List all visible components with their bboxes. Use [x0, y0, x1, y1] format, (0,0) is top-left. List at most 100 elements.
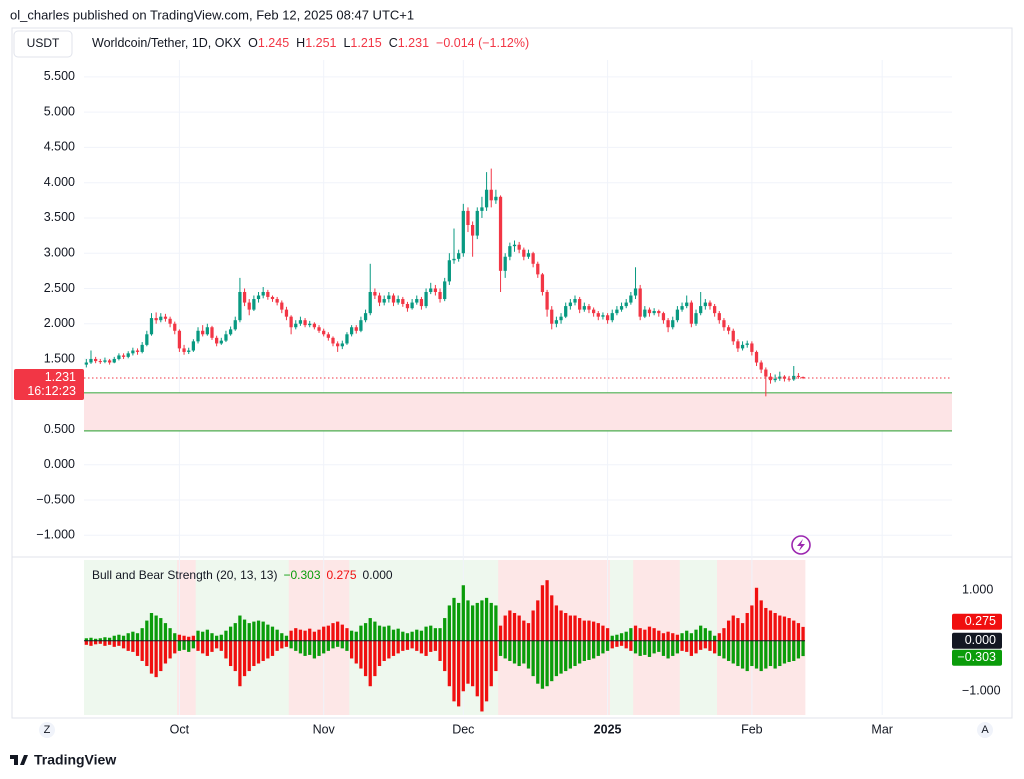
down-bar: [740, 640, 745, 669]
candle-body: [512, 244, 517, 247]
down-bar: [475, 640, 479, 697]
candle-body: [522, 249, 526, 257]
up-bar: [447, 605, 451, 641]
down-bar: [703, 640, 707, 649]
c-letter: C: [389, 36, 398, 50]
candle-body: [219, 340, 223, 344]
up-bar: [149, 613, 154, 641]
up-bar: [726, 620, 731, 641]
up-bar: [759, 600, 763, 641]
up-bar: [242, 619, 247, 641]
down-bar: [322, 640, 326, 654]
down-bar: [750, 640, 754, 667]
candle-body: [89, 358, 93, 363]
down-bar: [135, 640, 140, 656]
up-bar: [382, 626, 386, 641]
change: −0.014 (−1.12%): [436, 36, 529, 50]
down-bar: [722, 640, 726, 659]
a-button[interactable]: [977, 722, 993, 738]
candle-body: [308, 323, 312, 326]
up-bar: [526, 623, 531, 641]
candle-body: [107, 360, 112, 363]
down-bar: [545, 640, 549, 687]
candle-body: [270, 296, 275, 300]
down-bar: [149, 640, 154, 674]
up-bar: [675, 634, 680, 641]
down-bar: [713, 640, 717, 654]
value-badge-label: 0.275: [965, 614, 996, 628]
candle-body: [238, 291, 242, 321]
candle-body: [210, 327, 214, 338]
up-bar: [703, 628, 707, 641]
y-tick-label: 5.000: [44, 104, 75, 118]
down-bar: [498, 640, 503, 656]
candle-body: [405, 303, 410, 309]
up-bar: [210, 633, 214, 641]
down-bar: [284, 640, 289, 647]
up-bar: [461, 585, 465, 641]
regime-band: [498, 560, 610, 715]
candle-body: [564, 306, 568, 317]
down-bar: [405, 640, 410, 650]
up-bar: [666, 631, 670, 641]
up-bar: [187, 636, 191, 641]
up-bar: [117, 634, 121, 641]
down-bar: [429, 640, 433, 652]
candle-body: [187, 350, 191, 352]
down-bar: [196, 640, 200, 651]
candle-body: [722, 320, 726, 328]
down-bar: [275, 640, 279, 651]
candle-body: [568, 302, 572, 307]
y-tick-label: 2.000: [44, 316, 75, 330]
candle-body: [517, 244, 521, 250]
down-bar: [447, 640, 451, 687]
down-bar: [349, 640, 354, 659]
l-value: 1.215: [350, 36, 381, 50]
currency-label: USDT: [27, 36, 60, 50]
candle-body: [452, 258, 456, 261]
up-bar: [633, 625, 638, 641]
candle-body: [312, 323, 317, 328]
down-bar: [98, 640, 102, 644]
down-bar: [140, 640, 144, 661]
up-bar: [559, 610, 563, 641]
candle-body: [145, 334, 149, 345]
down-bar: [89, 640, 93, 646]
down-bar: [266, 640, 270, 659]
down-bar: [261, 640, 265, 661]
down-bar: [289, 640, 293, 649]
y-tick-label: 0.500: [44, 422, 75, 436]
up-bar: [238, 615, 242, 641]
up-bar: [661, 633, 666, 641]
candle-body: [280, 302, 284, 310]
currency-button[interactable]: [13, 30, 73, 58]
down-bar: [103, 640, 107, 646]
down-bar: [298, 640, 303, 654]
down-bar: [331, 640, 335, 649]
up-bar: [489, 602, 493, 641]
down-bar: [466, 640, 470, 684]
down-bar: [382, 640, 386, 661]
up-bar: [596, 623, 600, 641]
down-bar: [680, 640, 684, 651]
up-bar: [508, 610, 512, 641]
down-bar: [736, 640, 740, 667]
candle-body: [126, 353, 130, 357]
candle-body: [624, 302, 628, 307]
candle-body: [131, 350, 135, 354]
y-tick-label: 4.500: [44, 140, 75, 154]
candle-body: [494, 196, 498, 201]
candle-body: [703, 302, 707, 307]
candle-body: [754, 351, 759, 363]
up-bar: [787, 618, 791, 641]
up-bar: [801, 626, 805, 641]
up-bar: [345, 628, 349, 641]
up-bar: [275, 629, 279, 641]
up-bar: [419, 630, 424, 641]
z-button[interactable]: [39, 722, 55, 738]
candle-body: [242, 291, 247, 303]
up-bar: [405, 633, 410, 641]
value-badge: [952, 649, 1002, 666]
down-bar: [438, 640, 442, 661]
up-bar: [470, 605, 475, 641]
